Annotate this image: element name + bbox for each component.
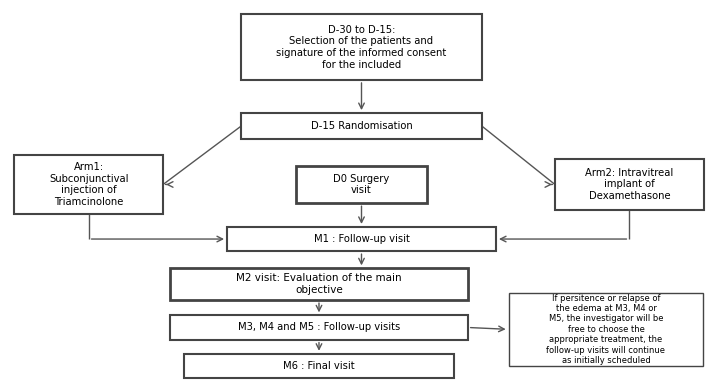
FancyBboxPatch shape [241, 113, 482, 139]
FancyBboxPatch shape [296, 166, 427, 203]
Text: Arm2: Intravitreal
implant of
Dexamethasone: Arm2: Intravitreal implant of Dexamethas… [585, 168, 673, 201]
FancyBboxPatch shape [508, 293, 703, 366]
Text: D-30 to D-15:
Selection of the patients and
signature of the informed consent
fo: D-30 to D-15: Selection of the patients … [276, 25, 447, 70]
Text: D0 Surgery
visit: D0 Surgery visit [333, 174, 390, 195]
Text: If persitence or relapse of
the edema at M3, M4 or
M5, the investigator will be
: If persitence or relapse of the edema at… [547, 294, 665, 365]
Text: D-15 Randomisation: D-15 Randomisation [311, 121, 412, 131]
FancyBboxPatch shape [555, 159, 703, 210]
FancyBboxPatch shape [227, 227, 496, 251]
Text: M6 : Final visit: M6 : Final visit [283, 361, 355, 371]
Text: M2 visit: Evaluation of the main
objective: M2 visit: Evaluation of the main objecti… [236, 273, 402, 295]
Text: M1 : Follow-up visit: M1 : Follow-up visit [314, 234, 409, 244]
FancyBboxPatch shape [184, 354, 453, 378]
FancyBboxPatch shape [170, 268, 468, 300]
FancyBboxPatch shape [14, 155, 163, 214]
Text: Arm1:
Subconjunctival
injection of
Triamcinolone: Arm1: Subconjunctival injection of Triam… [49, 162, 129, 207]
FancyBboxPatch shape [241, 14, 482, 80]
FancyBboxPatch shape [170, 315, 468, 340]
Text: M3, M4 and M5 : Follow-up visits: M3, M4 and M5 : Follow-up visits [238, 323, 400, 333]
